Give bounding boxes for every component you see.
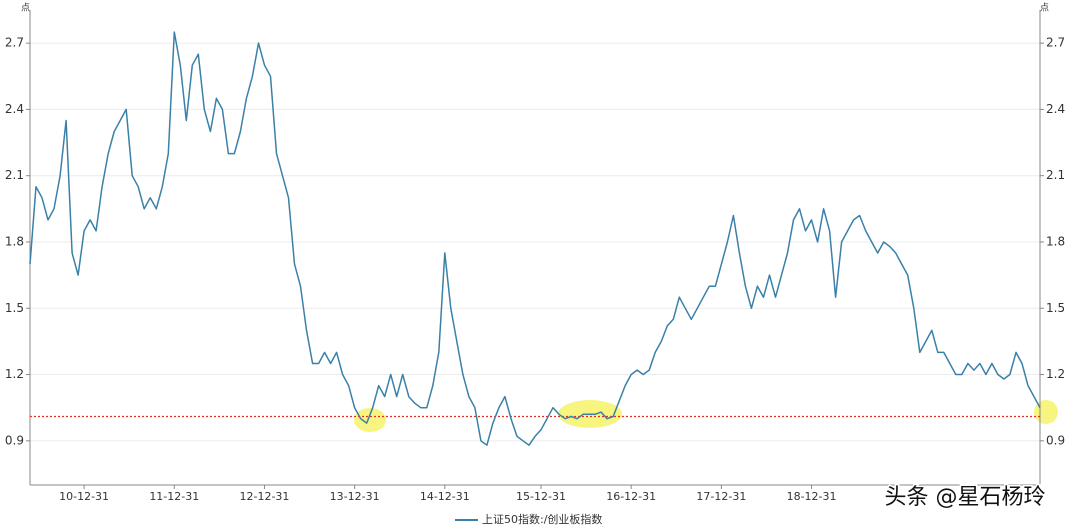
y-axis-unit: 点 [21,3,30,14]
y2-tick-label: 2.4 [1046,102,1065,116]
y-tick-label: 1.2 [5,367,24,381]
y2-tick-label: 1.5 [1046,301,1065,315]
y2-tick-label: 2.7 [1046,36,1065,50]
y-tick-label: 2.1 [5,168,24,182]
y-tick-label: 0.9 [5,433,24,447]
x-tick-label: 15-12-31 [516,490,566,503]
y2-tick-label: 0.9 [1046,433,1065,447]
y-tick-label: 1.8 [5,234,24,248]
x-tick-label: 10-12-31 [59,490,109,503]
x-tick-label: 18-12-31 [787,490,837,503]
y2-tick-label: 1.2 [1046,367,1065,381]
x-tick-label: 13-12-31 [330,490,380,503]
y-tick-label: 2.4 [5,102,24,116]
y-tick-label: 1.5 [5,301,24,315]
watermark: 头条 @星石杨玲 [885,485,1046,510]
x-tick-label: 11-12-31 [149,490,199,503]
x-tick-label: 16-12-31 [606,490,656,503]
y2-tick-label: 1.8 [1046,234,1065,248]
x-tick-label: 14-12-31 [420,490,470,503]
x-tick-label: 17-12-31 [696,490,746,503]
x-tick-label: 12-12-31 [239,490,289,503]
y-tick-label: 2.7 [5,36,24,50]
highlight [354,408,386,432]
y2-axis-unit: 点 [1040,3,1049,14]
legend-label: 上证50指数:/创业板指数 [482,512,602,526]
y2-tick-label: 2.1 [1046,168,1065,182]
data-line [29,31,1041,446]
